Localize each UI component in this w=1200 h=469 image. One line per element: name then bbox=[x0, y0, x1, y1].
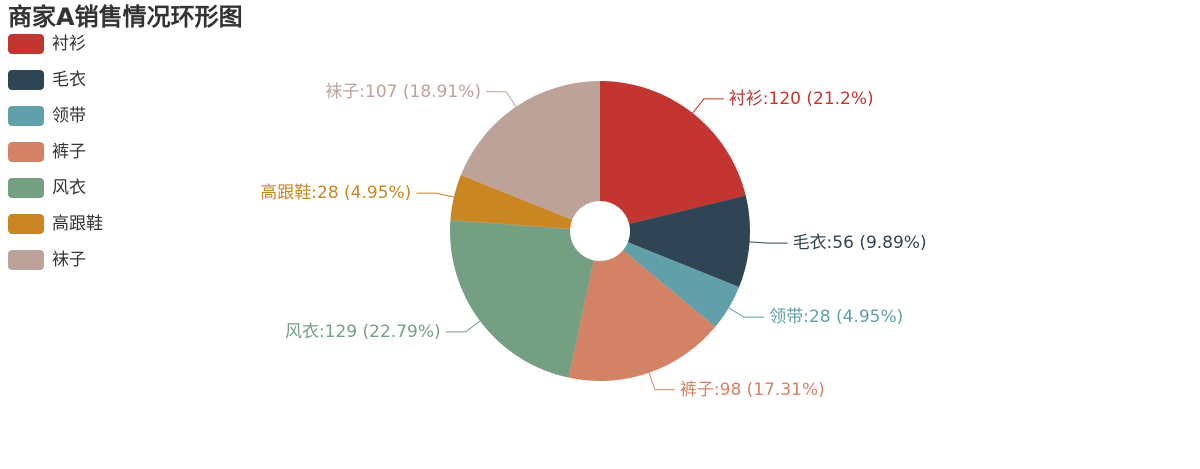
label-line bbox=[728, 307, 765, 318]
label-line bbox=[485, 91, 517, 107]
legend-label[interactable]: 衬衫 bbox=[52, 34, 86, 54]
slice-label: 毛衣:56 (9.89%) bbox=[793, 233, 927, 253]
pie-slice bbox=[627, 195, 750, 288]
legend-swatch[interactable] bbox=[8, 250, 44, 270]
pie-slice bbox=[600, 81, 746, 224]
legend-swatch[interactable] bbox=[8, 34, 44, 54]
legend-label[interactable]: 领带 bbox=[52, 106, 86, 126]
legend-swatch[interactable] bbox=[8, 142, 44, 162]
legend-swatch[interactable] bbox=[8, 106, 44, 126]
slice-label: 裤子:98 (17.31%) bbox=[680, 380, 825, 400]
legend-label[interactable]: 高跟鞋 bbox=[52, 214, 103, 234]
label-line bbox=[692, 98, 724, 114]
slice-label: 袜子:107 (18.91%) bbox=[325, 82, 481, 102]
label-line bbox=[648, 372, 675, 391]
legend-label[interactable]: 风衣 bbox=[52, 178, 86, 198]
legend-label[interactable]: 袜子 bbox=[52, 250, 86, 270]
label-line bbox=[416, 192, 454, 198]
slice-label: 衬衫:120 (21.2%) bbox=[729, 89, 874, 109]
legend-label[interactable]: 裤子 bbox=[52, 142, 86, 162]
legend-swatch[interactable] bbox=[8, 214, 44, 234]
label-line bbox=[445, 320, 481, 333]
pie-slice bbox=[623, 242, 740, 327]
legend-label[interactable]: 毛衣 bbox=[52, 70, 86, 90]
slice-label: 风衣:129 (22.79%) bbox=[285, 322, 441, 342]
pie-slice bbox=[460, 80, 600, 220]
pie-slice bbox=[450, 174, 573, 229]
legend-swatch[interactable] bbox=[8, 178, 44, 198]
pie-slice bbox=[568, 250, 716, 381]
pie-slice bbox=[449, 220, 594, 378]
label-line bbox=[749, 241, 788, 244]
slice-label: 高跟鞋:28 (4.95%) bbox=[260, 183, 411, 203]
slice-label: 领带:28 (4.95%) bbox=[769, 307, 903, 327]
chart-title: 商家A销售情况环形图 bbox=[8, 3, 243, 31]
legend-swatch[interactable] bbox=[8, 70, 44, 90]
